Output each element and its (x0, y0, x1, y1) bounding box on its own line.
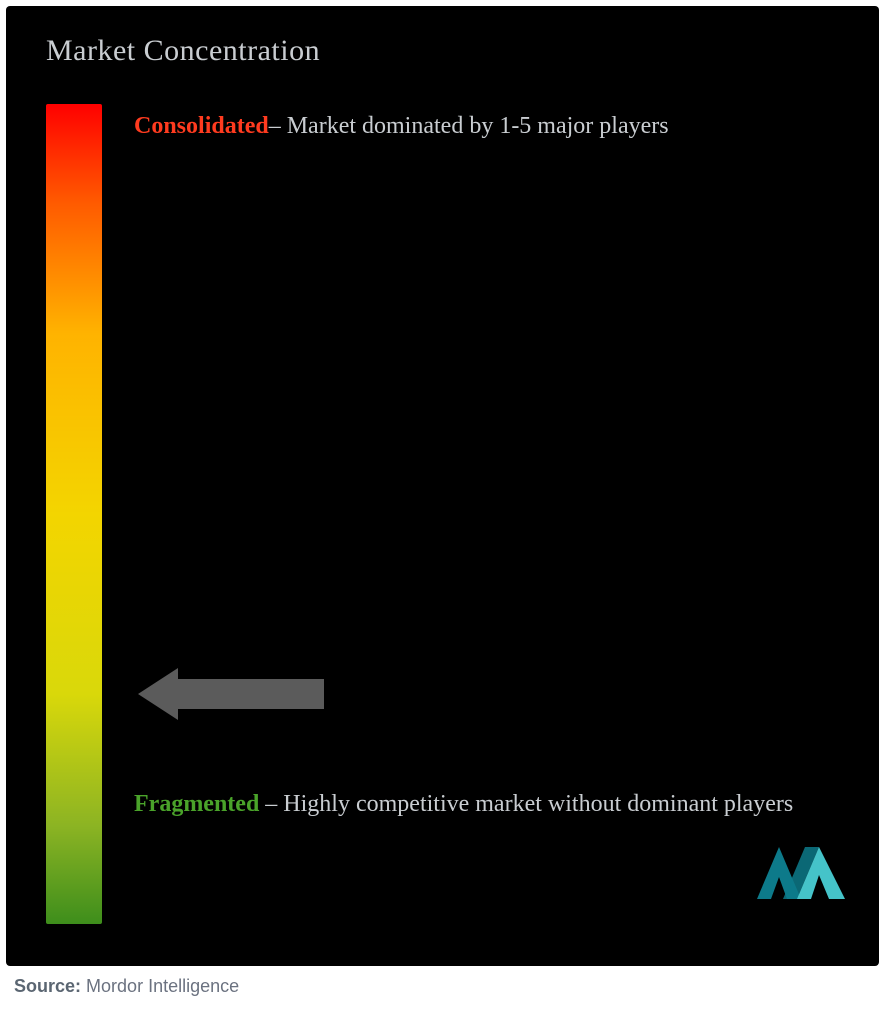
concentration-gradient-bar (46, 104, 102, 924)
position-arrow (134, 664, 334, 729)
infographic-card: Market Concentration Consolidated– Marke… (6, 6, 879, 966)
mordor-logo (757, 847, 845, 904)
source-value: Mordor Intelligence (86, 976, 239, 996)
consolidated-label-block: Consolidated– Market dominated by 1-5 ma… (134, 104, 829, 150)
source-line: Source: Mordor Intelligence (14, 976, 239, 997)
logo-icon (757, 847, 845, 899)
labels-column: Consolidated– Market dominated by 1-5 ma… (134, 104, 839, 934)
fragmented-description: – Highly competitive market without domi… (259, 791, 793, 817)
chart-title: Market Concentration (46, 34, 839, 68)
source-label: Source: (14, 976, 81, 996)
fragmented-tag: Fragmented (134, 791, 259, 817)
consolidated-description: – Market dominated by 1-5 major players (269, 113, 669, 139)
consolidated-tag: Consolidated (134, 113, 269, 139)
fragmented-label-block: Fragmented – Highly competitive market w… (134, 782, 829, 828)
content-area: Consolidated– Market dominated by 1-5 ma… (46, 104, 839, 934)
arrow-left-icon (134, 664, 334, 724)
